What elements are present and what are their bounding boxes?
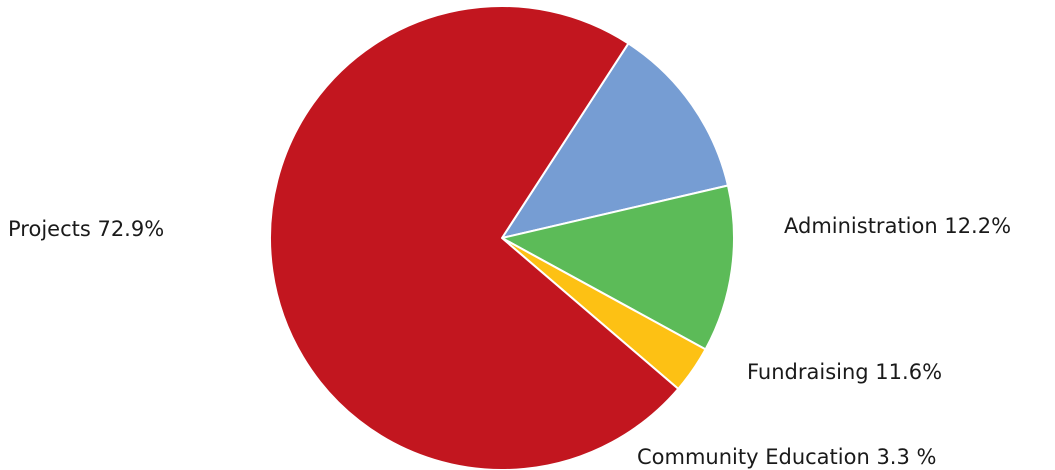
pie-slice-fundraising — [501, 184, 735, 351]
pie-slices — [269, 5, 735, 470]
slice-label-fundraising: Fundraising 11.6% — [747, 360, 942, 384]
slice-label-community-education: Community Education 3.3 % — [637, 445, 936, 469]
slice-label-administration: Administration 12.2% — [784, 214, 1011, 238]
pie-slice-projects — [269, 5, 680, 470]
slice-label-projects: Projects 72.9% — [8, 217, 164, 241]
pie-slice-administration — [501, 42, 729, 239]
pie-labels: Administration 12.2% Fundraising 11.6% C… — [8, 214, 1011, 469]
